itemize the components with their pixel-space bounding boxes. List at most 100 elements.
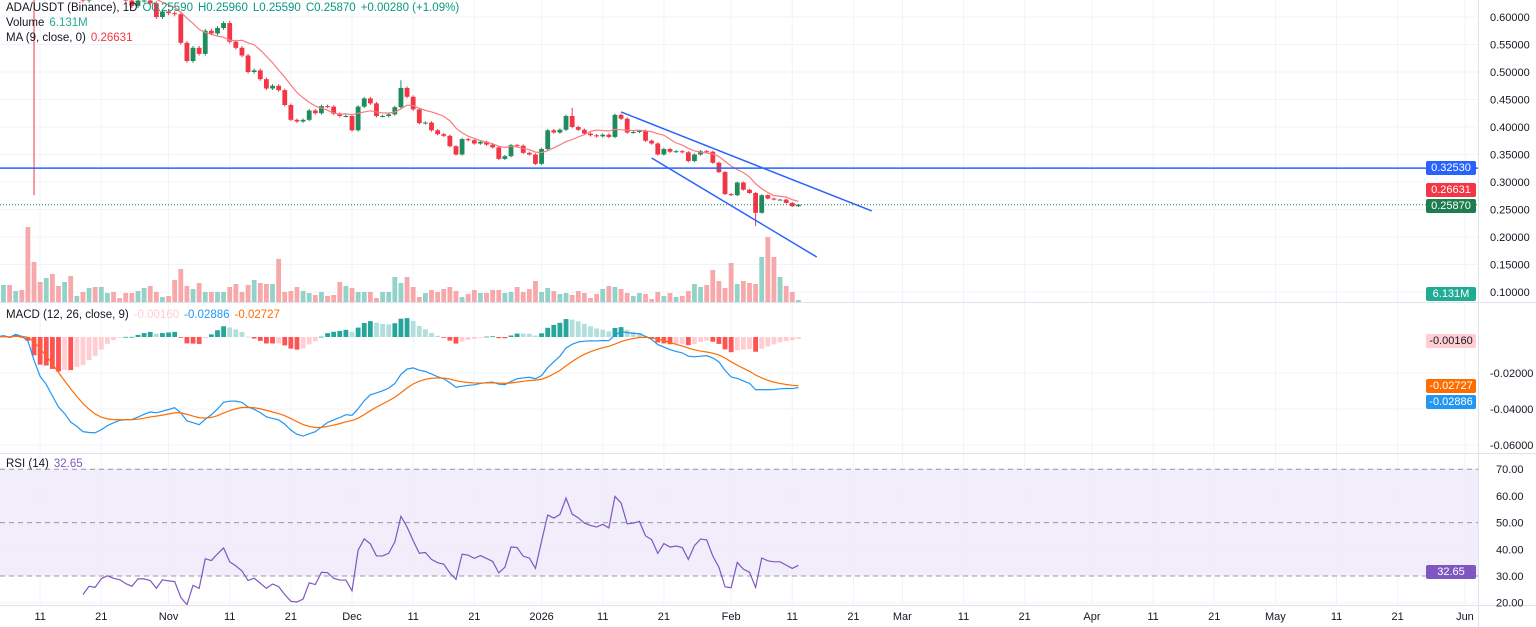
volume-bar: [160, 297, 165, 302]
macd-histogram-bar: [111, 337, 116, 341]
macd-label[interactable]: MACD (12, 26, close, 9): [6, 309, 129, 321]
candle-body: [484, 141, 489, 145]
volume-bar: [533, 281, 538, 302]
macd-histogram-bar: [349, 331, 355, 337]
macd-histogram-bar: [233, 329, 239, 337]
macd-histogram-bar: [392, 323, 398, 337]
time-axis-label: Jun: [1456, 611, 1474, 623]
candle-body: [160, 11, 165, 17]
axes[interactable]: 11 21 Nov 11 21 Dec 11 21 2026 11 21 Feb 11 21 Mar 11 21…: [34, 12, 1533, 623]
candle-body: [649, 140, 655, 144]
macd-histogram-bar: [361, 322, 367, 337]
volume-bar: [245, 285, 251, 302]
candle-body: [575, 127, 581, 130]
candle-body: [147, 0, 153, 4]
candle-body: [569, 116, 575, 127]
volume-value: 6.131M: [49, 17, 88, 29]
candle-body: [392, 107, 398, 115]
macd-histogram-bar: [98, 337, 104, 350]
candle-body: [202, 30, 208, 54]
rsi-label[interactable]: RSI (14): [6, 458, 49, 470]
candle-body: [429, 122, 434, 131]
volume-bar: [471, 290, 477, 302]
volume-bar: [765, 237, 771, 302]
volume-bar: [215, 292, 220, 302]
macd-histogram-bar: [355, 327, 361, 337]
macd-histogram-bar: [196, 337, 202, 344]
volume-bar: [141, 288, 147, 302]
candle-body: [655, 143, 661, 155]
macd-histogram-bar: [202, 337, 208, 339]
volume-bar: [80, 292, 86, 302]
volume-bar: [166, 296, 171, 302]
macd-histogram-bar: [221, 326, 226, 337]
macd-histogram-bar: [514, 333, 520, 337]
volume-bar: [62, 282, 68, 302]
time-axis-label: 21: [1019, 611, 1031, 623]
volume-bar: [337, 282, 343, 302]
time-axis-label: 11: [597, 611, 608, 623]
ma-label[interactable]: MA (9, close, 0): [6, 32, 86, 44]
candle-body: [239, 47, 245, 56]
volume-bar: [416, 297, 422, 302]
volume-bar: [563, 293, 569, 302]
candle-body: [251, 70, 257, 72]
macd-histogram-bar: [581, 323, 587, 337]
candle-body: [80, 0, 86, 1]
volume-bar: [789, 292, 795, 302]
macd-histogram-bar: [673, 337, 679, 345]
price-pane[interactable]: [0, 0, 1478, 302]
volume-bar: [392, 277, 398, 302]
candle-body: [539, 149, 544, 164]
candle-body: [502, 156, 508, 159]
macd-histogram-bar: [679, 337, 685, 344]
macd-histogram-bar: [551, 324, 557, 337]
candle-body: [221, 23, 226, 28]
candle-body: [447, 135, 453, 147]
price-axis-label: 0.25000: [1490, 205, 1530, 217]
volume-bar: [282, 292, 288, 302]
time-axis-label: Apr: [1083, 611, 1100, 623]
volume-bar: [343, 286, 349, 302]
volume-bar: [429, 290, 434, 302]
rsi-badge: 32.65: [1426, 565, 1476, 579]
macd-histogram-bar: [569, 319, 575, 337]
candle-body: [325, 106, 330, 108]
candle-body: [257, 70, 263, 80]
candle-body: [551, 130, 557, 133]
macd-histogram-bar: [667, 337, 673, 345]
candle-body: [698, 151, 703, 155]
macd-histogram-bar: [771, 337, 777, 345]
volume-bar: [19, 290, 25, 302]
volume-bar: [710, 270, 716, 302]
candle-body: [233, 41, 239, 48]
volume-bar: [349, 288, 355, 302]
candle-body: [367, 98, 373, 104]
rsi-pane[interactable]: [0, 468, 1478, 605]
macd-histogram-bar: [31, 337, 37, 356]
volume-bar: [276, 259, 282, 302]
volume-bar: [526, 289, 532, 302]
volume-bar: [734, 284, 740, 302]
symbol-title[interactable]: ADA/USDT (Binance), 1D: [6, 2, 138, 14]
macd-histogram-bar: [459, 337, 465, 342]
macd-histogram-bar: [685, 337, 691, 346]
macd-histogram-bar: [105, 337, 110, 344]
macd-pane[interactable]: [0, 318, 801, 437]
symbol-legend: ADA/USDT (Binance), 1D O0.25590 H0.25960…: [6, 2, 459, 15]
candle-body: [135, 0, 141, 6]
macd-histogram-bar: [777, 337, 783, 343]
volume-bar: [692, 284, 697, 302]
volume-bar: [508, 292, 514, 302]
volume-bar: [588, 298, 593, 302]
candle-body: [765, 195, 771, 199]
volume-bar: [7, 285, 12, 302]
volume-bar: [624, 293, 630, 302]
time-axis-label: 21: [847, 611, 859, 623]
rsi-axis-label: 60.00: [1496, 491, 1524, 503]
candle-body: [435, 130, 441, 135]
volume-label[interactable]: Volume: [6, 17, 45, 29]
channel-upper-trendline: [620, 111, 873, 212]
time-axis-label: 21: [95, 611, 107, 623]
